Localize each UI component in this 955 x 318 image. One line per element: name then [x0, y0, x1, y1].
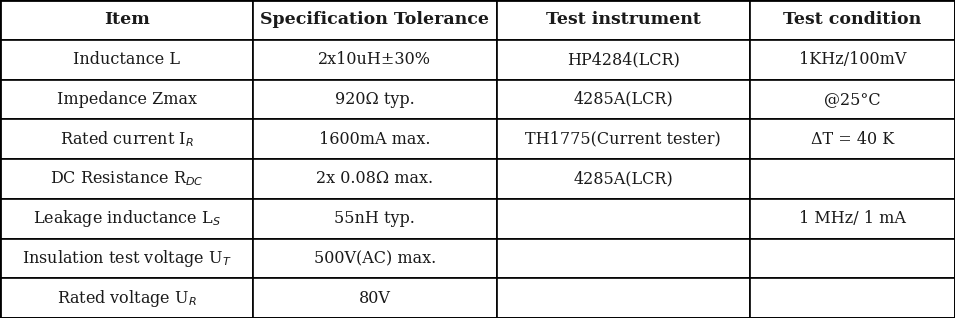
Bar [253, 40, 497, 80]
Bar [253, 199, 497, 238]
Bar [750, 238, 955, 278]
Bar [253, 278, 497, 318]
Bar [0, 159, 253, 199]
Text: Rated voltage U$_{R}$: Rated voltage U$_{R}$ [56, 287, 197, 309]
Text: Test condition: Test condition [783, 11, 922, 28]
Text: Leakage inductance L$_{S}$: Leakage inductance L$_{S}$ [32, 208, 221, 229]
Bar [253, 238, 497, 278]
Bar [750, 159, 955, 199]
Bar [750, 40, 955, 80]
Bar [253, 159, 497, 199]
Text: 2x 0.08Ω max.: 2x 0.08Ω max. [316, 170, 434, 187]
Text: Test instrument: Test instrument [545, 11, 701, 28]
Text: HP4284(LCR): HP4284(LCR) [566, 51, 680, 68]
Bar [0, 80, 253, 119]
Bar [497, 159, 750, 199]
Bar [750, 80, 955, 119]
Text: 920Ω typ.: 920Ω typ. [335, 91, 414, 108]
Text: Specification Tolerance: Specification Tolerance [261, 11, 489, 28]
Bar [750, 119, 955, 159]
Text: 500V(AC) max.: 500V(AC) max. [313, 250, 436, 267]
Text: DC Resistance R$_{DC}$: DC Resistance R$_{DC}$ [50, 169, 203, 188]
Bar [253, 80, 497, 119]
Text: 1600mA max.: 1600mA max. [319, 131, 431, 148]
Text: Item: Item [104, 11, 149, 28]
Text: Impedance Zmax: Impedance Zmax [56, 91, 197, 108]
Bar [0, 199, 253, 238]
Bar [497, 80, 750, 119]
Bar [253, 0, 497, 40]
Bar [0, 119, 253, 159]
Text: 1KHz/100mV: 1KHz/100mV [798, 51, 906, 68]
Bar [497, 238, 750, 278]
Bar [497, 0, 750, 40]
Bar [497, 40, 750, 80]
Text: 2x10uH±30%: 2x10uH±30% [318, 51, 432, 68]
Bar [0, 278, 253, 318]
Bar [497, 199, 750, 238]
Bar [0, 0, 253, 40]
Text: 1 MHz/ 1 mA: 1 MHz/ 1 mA [799, 210, 905, 227]
Bar [253, 119, 497, 159]
Text: 80V: 80V [359, 290, 391, 307]
Bar [750, 199, 955, 238]
Text: ΔT = 40 K: ΔT = 40 K [811, 131, 894, 148]
Text: Inductance L: Inductance L [73, 51, 180, 68]
Text: Rated current I$_{R}$: Rated current I$_{R}$ [59, 129, 194, 149]
Text: @25°C: @25°C [824, 91, 881, 108]
Bar [0, 40, 253, 80]
Text: TH1775(Current tester): TH1775(Current tester) [525, 131, 721, 148]
Bar [750, 278, 955, 318]
Text: 4285A(LCR): 4285A(LCR) [573, 91, 673, 108]
Bar [750, 0, 955, 40]
Bar [497, 278, 750, 318]
Text: 4285A(LCR): 4285A(LCR) [573, 170, 673, 187]
Text: 55nH typ.: 55nH typ. [334, 210, 415, 227]
Bar [0, 238, 253, 278]
Bar [497, 119, 750, 159]
Text: Insulation test voltage U$_{T}$: Insulation test voltage U$_{T}$ [22, 248, 231, 269]
